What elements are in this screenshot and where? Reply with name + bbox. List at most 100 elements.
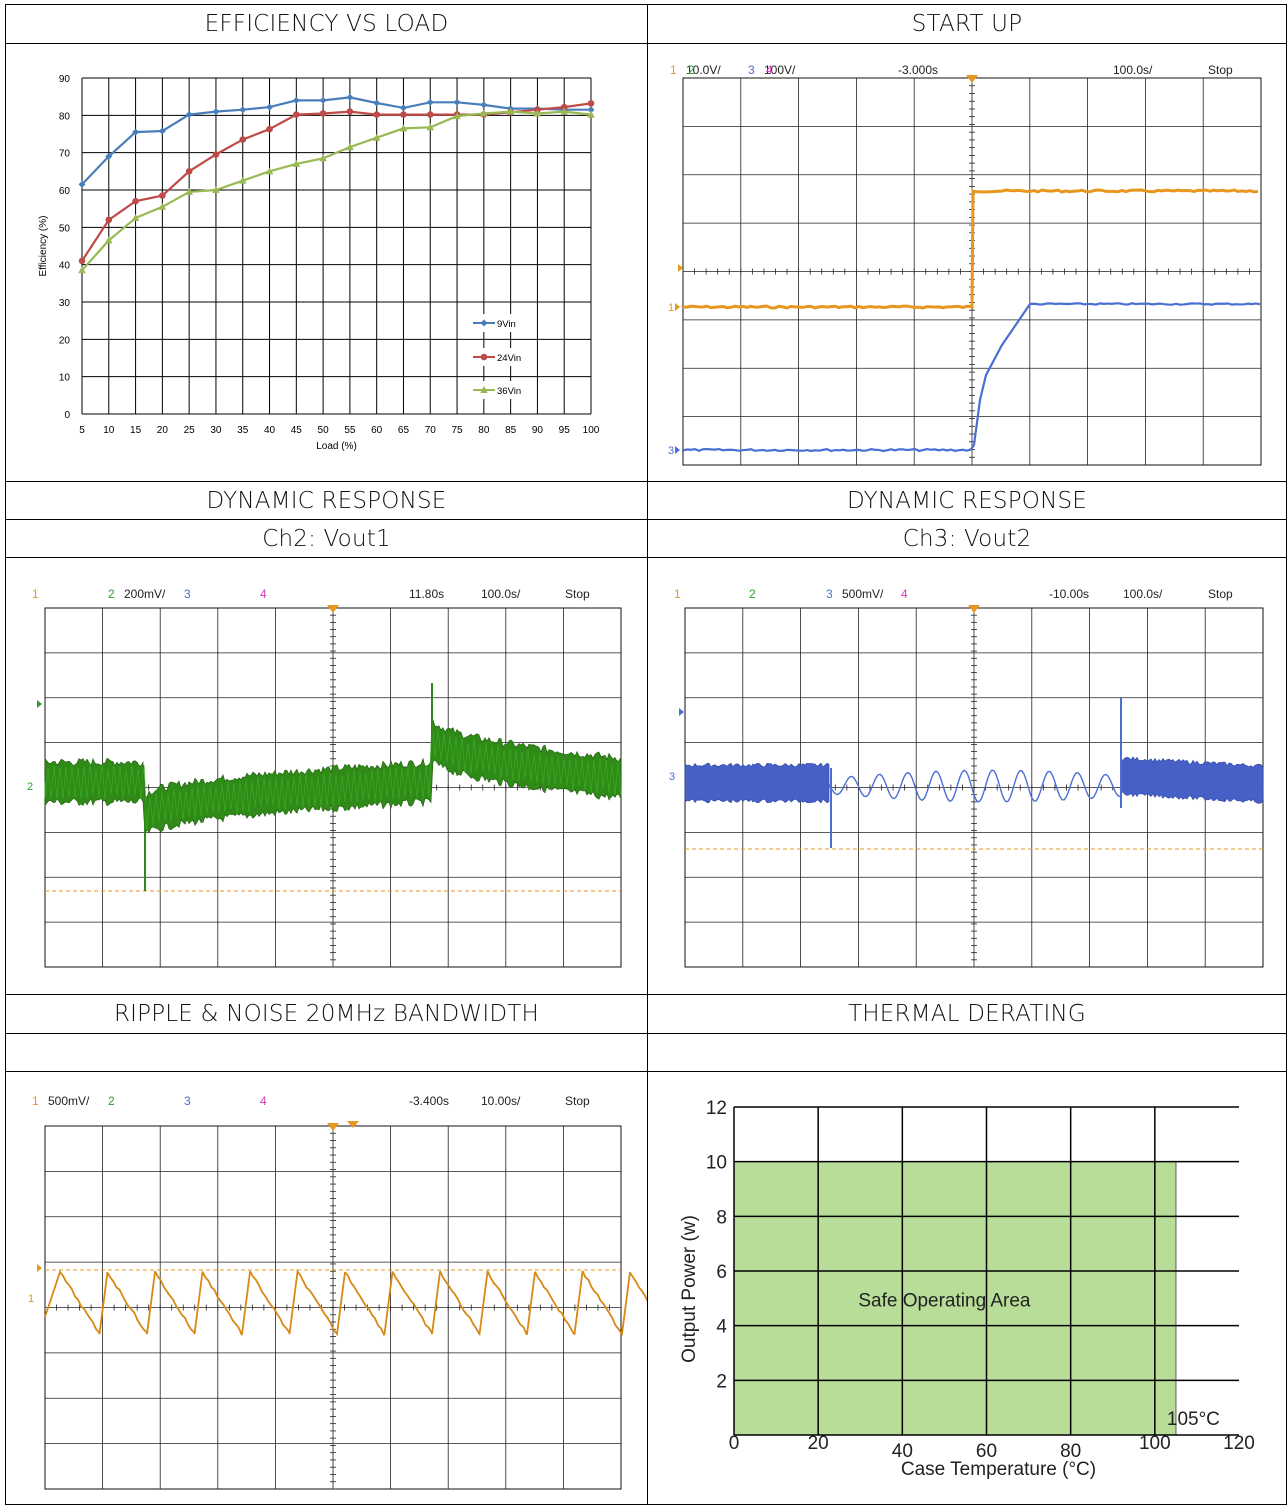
eff-point — [78, 180, 86, 188]
ch3-label: 3 — [826, 587, 833, 601]
eff-point — [346, 93, 354, 101]
thermal-xtick-label: 80 — [1060, 1441, 1081, 1462]
thermal-xtick-label: 100 — [1139, 1433, 1171, 1454]
trigger-level-icon — [37, 1264, 42, 1272]
eff-xtick-label: 65 — [398, 425, 410, 436]
eff-legend-label: 36Vin — [497, 386, 521, 397]
eff-point — [319, 154, 327, 162]
safe-operating-area-label: Safe Operating Area — [858, 1290, 1031, 1311]
thermal-derating-chart: 0 20 40 60 80 100 120 2 4 6 8 10 12 Case Temperature … — [679, 1098, 1255, 1480]
eff-xtick-label: 15 — [130, 425, 142, 436]
ch1-marker-icon — [675, 303, 680, 311]
timebase-readout: 10.00s/ — [481, 1094, 521, 1108]
eff-point — [104, 236, 113, 244]
eff-ytick-label: 60 — [59, 186, 71, 197]
efficiency-chart: 5 10 15 20 25 30 35 40 45 50 55 60 65 70 75 80 85 90 95 100… — [38, 74, 600, 452]
eff-point — [346, 143, 354, 151]
eff-point — [372, 133, 381, 141]
acquisition-state: Stop — [565, 587, 590, 601]
dynamic-response-header-2: DYNAMIC RESPONSE — [846, 487, 1088, 514]
ch4-label: 4 — [901, 587, 908, 601]
ch4-label: 4 — [260, 587, 267, 601]
ch3-ground-marker: 3 — [668, 445, 674, 457]
ripple-noise-header: RIPPLE & NOISE 20MHz BANDWIDTH — [113, 1001, 540, 1027]
thermal-derating-header: THERMAL DERATING — [848, 1001, 1086, 1027]
eff-point — [453, 112, 461, 120]
eff-point — [480, 101, 488, 109]
eff-point — [265, 167, 274, 175]
eff-xtick-label: 70 — [425, 425, 437, 436]
eff-point — [480, 109, 488, 117]
eff-ytick-label: 20 — [59, 335, 71, 346]
startup-header: START UP — [911, 11, 1023, 37]
row-line-7 — [5, 1071, 1287, 1072]
thermal-xtick-label: 0 — [729, 1433, 740, 1454]
eff-legend-label: 9Vin — [497, 319, 516, 330]
eff-ytick-label: 30 — [59, 298, 71, 309]
eff-xtick-label: 75 — [451, 425, 463, 436]
eff-point — [212, 108, 220, 116]
startup-scope: 1 10.0V/2 3 100V/4 -3.000s 100.0s/Stop 1 3 — [668, 63, 1262, 466]
delay-readout: -3.400s — [409, 1094, 449, 1108]
border-left — [5, 4, 6, 1504]
acquisition-state: Stop — [1208, 63, 1233, 77]
eff-point — [587, 106, 595, 114]
eff-point — [185, 187, 193, 195]
eff-legend-bg — [469, 314, 529, 332]
eff-xtick-label: 35 — [237, 425, 249, 436]
eff-point — [533, 109, 542, 117]
ch1-label: 1 — [674, 587, 681, 601]
eff-point — [373, 111, 380, 118]
row-line-1 — [5, 43, 1287, 44]
thermal-xtick-label: 120 — [1223, 1433, 1255, 1454]
thermal-ytick-label: 10 — [706, 1153, 727, 1174]
eff-legend-marker — [480, 353, 488, 361]
row-line-5 — [5, 994, 1287, 995]
eff-point — [319, 110, 327, 117]
eff-point — [158, 202, 167, 210]
ch2-scale: 200mV/ — [124, 587, 166, 601]
eff-point — [105, 216, 113, 224]
row-line-4 — [5, 557, 1287, 558]
max-temperature-label: 105°C — [1167, 1409, 1220, 1430]
ch1-label: 1 — [32, 587, 39, 601]
eff-xtick-label: 50 — [318, 425, 330, 436]
thermal-xtick-label: 60 — [976, 1441, 997, 1462]
row-line-6 — [5, 1033, 1287, 1034]
eff-point — [426, 98, 434, 106]
eff-point — [346, 108, 354, 115]
thermal-ylabel: Output Power (w) — [679, 1215, 700, 1363]
eff-ytick-label: 80 — [59, 111, 71, 122]
eff-ytick-label: 70 — [59, 149, 71, 160]
eff-legend-marker — [480, 386, 488, 393]
ch1-scale: 10.0V/ — [686, 63, 721, 77]
eff-point — [560, 107, 569, 115]
eff-series-line-36Vin — [81, 110, 592, 272]
eff-point — [292, 159, 301, 167]
eff-xtick-label: 30 — [210, 425, 222, 436]
trigger-position-icon — [966, 75, 978, 83]
ch1-trace — [681, 188, 1259, 310]
dynamic-response-scope-2: 1 2 3 500mV/4 -10.00s 100.0s/Stop 3 — [669, 587, 1264, 968]
efficiency-header: EFFICIENCY VS LOAD — [204, 11, 449, 37]
eff-point — [78, 266, 86, 274]
thermal-ytick-label: 4 — [716, 1317, 727, 1338]
eff-point — [587, 110, 595, 118]
dynamic-response-scope-1: 1 2 200mV/3 4 11.80s 100.0s/Stop 2 — [27, 587, 622, 968]
trigger-level-icon — [679, 708, 684, 716]
eff-point — [292, 96, 300, 104]
eff-ytick-label: 90 — [59, 74, 71, 85]
eff-xtick-label: 10 — [103, 425, 115, 436]
eff-legend-bg — [469, 348, 529, 366]
eff-point — [373, 99, 381, 107]
eff-point — [239, 136, 247, 143]
eff-xtick-label: 80 — [478, 425, 490, 436]
eff-point — [239, 106, 247, 114]
eff-ytick-label: 10 — [59, 373, 71, 384]
eff-point — [319, 96, 327, 104]
eff-ytick-label: 0 — [64, 410, 70, 421]
trigger-position-icon — [327, 605, 339, 613]
dynamic-response-subheader-1: Ch2: Vout1 — [262, 525, 391, 552]
eff-xtick-label: 45 — [291, 425, 303, 436]
eff-point — [266, 103, 274, 111]
